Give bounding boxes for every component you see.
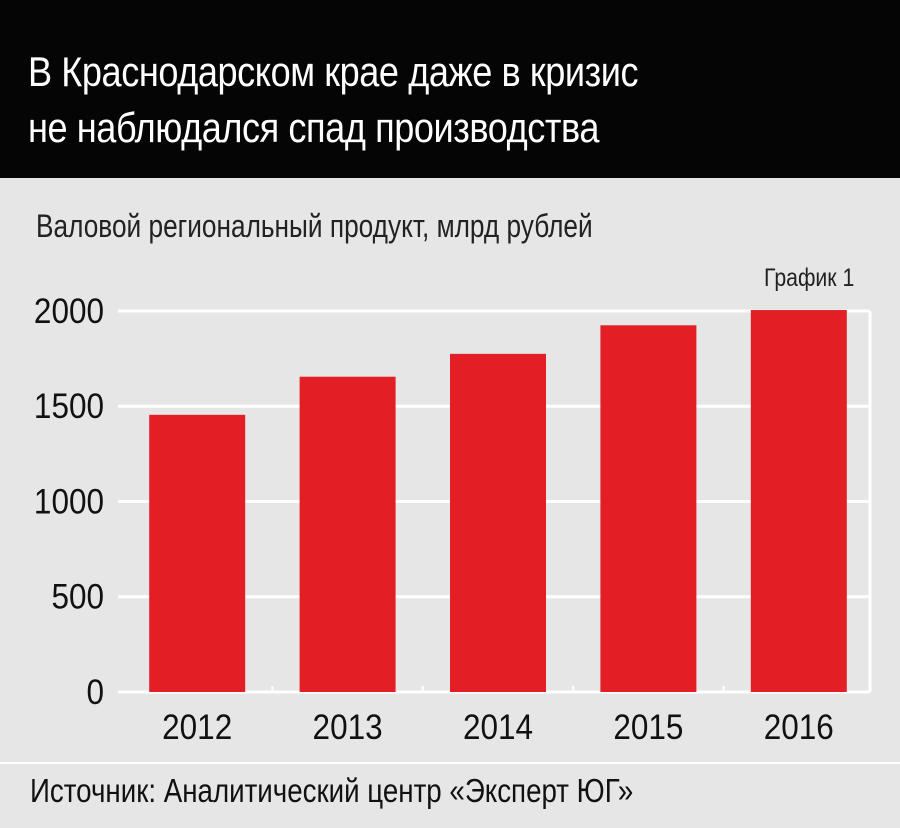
x-tick-label: 2013 bbox=[313, 709, 383, 748]
y-tick-label: 2000 bbox=[34, 293, 104, 332]
chart-number-label: График 1 bbox=[764, 264, 855, 292]
chart-title-line-2: не наблюдался спад производства bbox=[28, 104, 600, 151]
bar-2014 bbox=[450, 353, 546, 692]
x-axis-ticks: 2012 2013 2014 2015 2016 bbox=[162, 709, 834, 748]
title-banner: В Краснодарском крае даже в кризис не на… bbox=[0, 0, 900, 178]
bar-2012 bbox=[149, 414, 246, 692]
bar-2016 bbox=[750, 310, 847, 692]
bar-2013 bbox=[299, 376, 396, 692]
chart-title-line-1: В Краснодарском крае даже в кризис bbox=[28, 48, 639, 95]
x-tick-label: 2012 bbox=[162, 709, 232, 748]
bars bbox=[149, 310, 847, 692]
chart-subtitle: Валовой региональный продукт, млрд рубле… bbox=[36, 208, 593, 244]
x-tick-label: 2014 bbox=[463, 709, 533, 748]
x-tick-label: 2016 bbox=[764, 709, 834, 748]
bar-2015 bbox=[600, 325, 697, 692]
y-tick-label: 1000 bbox=[34, 483, 104, 522]
source-note: Источник: Аналитический центр «Эксперт Ю… bbox=[30, 772, 634, 809]
x-tick-label: 2015 bbox=[613, 709, 683, 748]
y-axis-ticks: 0 500 1000 1500 2000 bbox=[34, 293, 104, 713]
y-tick-label: 1500 bbox=[34, 388, 104, 427]
y-tick-label: 0 bbox=[86, 674, 104, 713]
y-tick-label: 500 bbox=[51, 578, 104, 617]
source-bar bbox=[0, 762, 900, 828]
